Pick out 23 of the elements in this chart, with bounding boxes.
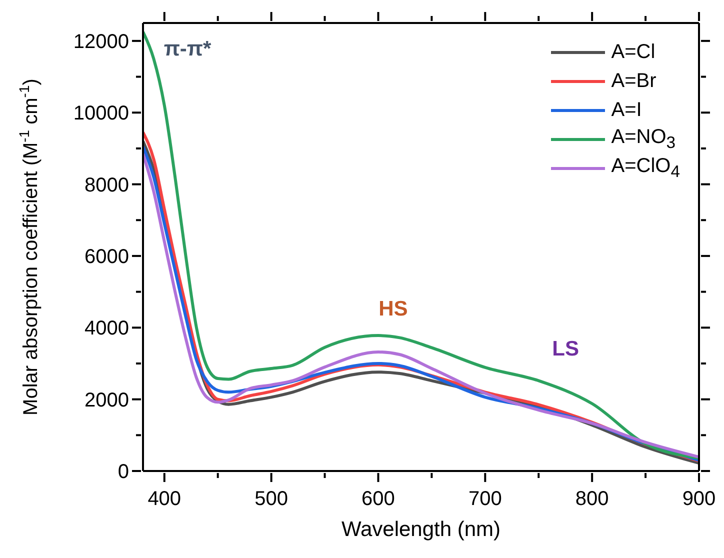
x-tick-label: 800 bbox=[575, 488, 609, 510]
x-tick-label: 900 bbox=[682, 488, 716, 510]
legend-label: A=Br bbox=[611, 70, 656, 93]
x-tick-label: 600 bbox=[362, 488, 395, 510]
annotation: HS bbox=[378, 297, 408, 320]
y-tick-label: 2000 bbox=[84, 389, 129, 412]
y-tick-label: 12000 bbox=[73, 30, 129, 53]
line-series bbox=[143, 30, 699, 460]
x-axis-title: Wavelength (nm) bbox=[341, 518, 501, 541]
x-tick-label: 500 bbox=[254, 488, 288, 510]
x-tick-label: 700 bbox=[468, 488, 502, 510]
y-tick-label: 4000 bbox=[84, 318, 129, 340]
annotation: LS bbox=[552, 338, 579, 361]
x-tick-label: 400 bbox=[148, 488, 182, 510]
legend-label: A=ClO$_{4}$ bbox=[611, 155, 680, 182]
y-tick-label: 8000 bbox=[84, 174, 129, 196]
y-tick-label: 10000 bbox=[73, 102, 129, 125]
legend-label: A=I bbox=[611, 99, 642, 122]
annotation: π-π* bbox=[164, 37, 212, 60]
legend-label: A=Cl bbox=[611, 41, 656, 64]
legend-label: A=NO$_{3}$ bbox=[611, 126, 676, 153]
y-tick-label: 6000 bbox=[84, 246, 129, 268]
y-tick-label: 0 bbox=[118, 461, 129, 483]
